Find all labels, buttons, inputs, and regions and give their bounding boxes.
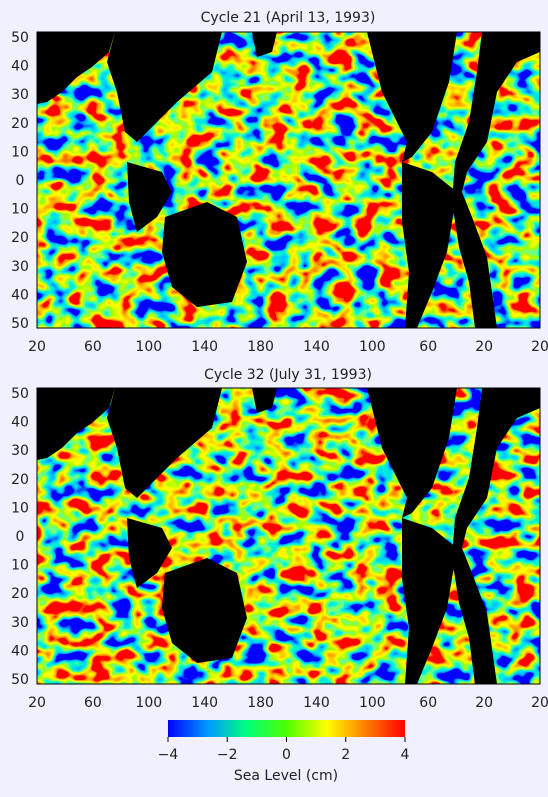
y-tick-label: 20 <box>11 116 29 132</box>
x-tick-label: 140 <box>303 695 330 711</box>
map-panel: Cycle 32 (July 31, 1993) <box>36 367 541 685</box>
colorbar-label: Sea Level (cm) <box>234 768 338 784</box>
y-tick-label: 30 <box>11 615 29 631</box>
colorbar-tick-label: −4 <box>158 747 179 763</box>
x-tick-label: 100 <box>359 695 386 711</box>
colorbar-tick-label: 2 <box>341 747 350 763</box>
y-tick-label: 50 <box>11 30 29 46</box>
panel-title: Cycle 32 (July 31, 1993) <box>204 367 372 383</box>
plot-frame <box>36 31 541 329</box>
x-tick-label: 140 <box>191 339 218 355</box>
map-panel: Cycle 21 (April 13, 1993) <box>36 10 541 329</box>
colorbar <box>168 720 405 737</box>
x-tick-label: 100 <box>135 695 162 711</box>
y-tick-label: 30 <box>11 87 29 103</box>
y-tick-label: 50 <box>11 672 29 688</box>
y-tick-label: 20 <box>11 586 29 602</box>
plot-frame <box>36 387 541 685</box>
x-tick-label: 20 <box>475 339 493 355</box>
y-tick-label: 40 <box>11 643 29 659</box>
y-tick-label: 50 <box>11 386 29 402</box>
y-tick-label: 30 <box>11 259 29 275</box>
x-tick-label: 60 <box>419 695 437 711</box>
y-tick-label: 20 <box>11 472 29 488</box>
x-tick-label: 20 <box>28 339 46 355</box>
x-tick-label: 20 <box>28 695 46 711</box>
x-tick-label: 140 <box>191 695 218 711</box>
x-tick-label: 20 <box>531 339 548 355</box>
y-tick-label: 30 <box>11 443 29 459</box>
x-tick-label: 60 <box>84 339 102 355</box>
colorbar-tick-label: −2 <box>217 747 238 763</box>
x-tick-label: 20 <box>475 695 493 711</box>
y-tick-label: 50 <box>11 316 29 332</box>
x-tick-label: 140 <box>303 339 330 355</box>
y-tick-label: 0 <box>16 529 25 545</box>
y-tick-label: 10 <box>11 558 29 574</box>
x-tick-label: 20 <box>531 695 548 711</box>
x-tick-label: 60 <box>84 695 102 711</box>
x-tick-label: 180 <box>247 695 274 711</box>
y-tick-label: 0 <box>16 173 25 189</box>
y-tick-label: 40 <box>11 415 29 431</box>
x-tick-label: 180 <box>247 339 274 355</box>
x-tick-label: 100 <box>359 339 386 355</box>
y-tick-label: 40 <box>11 287 29 303</box>
x-tick-label: 100 <box>135 339 162 355</box>
x-tick-label: 60 <box>419 339 437 355</box>
y-tick-label: 10 <box>11 144 29 160</box>
y-tick-label: 40 <box>11 59 29 75</box>
colorbar-tick-label: 0 <box>282 747 291 763</box>
y-tick-label: 10 <box>11 202 29 218</box>
y-tick-label: 10 <box>11 500 29 516</box>
colorbar-tick-label: 4 <box>401 747 410 763</box>
panel-title: Cycle 21 (April 13, 1993) <box>201 10 376 26</box>
y-tick-label: 20 <box>11 230 29 246</box>
